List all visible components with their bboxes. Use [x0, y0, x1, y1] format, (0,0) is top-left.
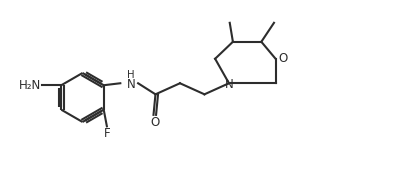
Text: H: H: [127, 70, 134, 80]
Text: F: F: [104, 127, 111, 140]
Text: N: N: [224, 78, 233, 91]
Text: H₂N: H₂N: [19, 79, 41, 92]
Text: N: N: [126, 78, 135, 91]
Text: O: O: [150, 116, 159, 129]
Text: O: O: [277, 52, 287, 65]
